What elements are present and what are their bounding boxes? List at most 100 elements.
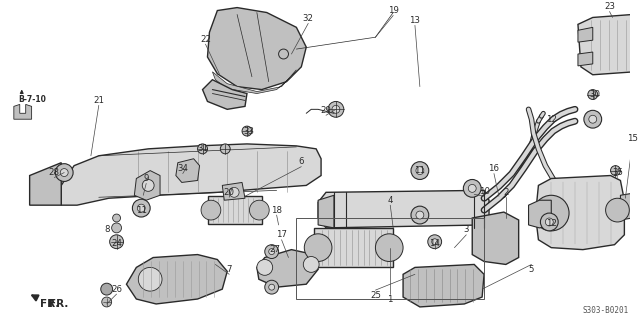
Circle shape bbox=[142, 180, 154, 191]
Circle shape bbox=[540, 213, 558, 231]
Circle shape bbox=[588, 90, 598, 100]
Text: 8: 8 bbox=[104, 225, 110, 234]
Text: 3: 3 bbox=[464, 225, 469, 234]
Text: 22: 22 bbox=[200, 35, 211, 44]
Circle shape bbox=[101, 283, 113, 295]
Circle shape bbox=[201, 200, 221, 220]
Text: 24: 24 bbox=[111, 239, 122, 248]
Circle shape bbox=[611, 166, 620, 176]
Text: 11: 11 bbox=[414, 166, 426, 175]
Polygon shape bbox=[135, 171, 160, 200]
Circle shape bbox=[303, 257, 319, 272]
Text: 25: 25 bbox=[370, 291, 381, 300]
Circle shape bbox=[242, 126, 252, 136]
Circle shape bbox=[113, 214, 121, 222]
Text: 1: 1 bbox=[387, 294, 393, 304]
Circle shape bbox=[304, 234, 332, 261]
Text: S303-B0201: S303-B0201 bbox=[583, 306, 629, 316]
Text: 16: 16 bbox=[489, 164, 500, 173]
Polygon shape bbox=[403, 264, 484, 307]
Polygon shape bbox=[578, 27, 593, 42]
Circle shape bbox=[220, 144, 230, 154]
FancyBboxPatch shape bbox=[208, 196, 262, 224]
Circle shape bbox=[545, 218, 553, 226]
Polygon shape bbox=[176, 159, 200, 182]
Text: 9: 9 bbox=[144, 174, 149, 183]
Text: 7: 7 bbox=[226, 265, 232, 274]
Text: 35: 35 bbox=[612, 168, 623, 177]
Text: 12: 12 bbox=[545, 115, 557, 124]
Circle shape bbox=[265, 245, 279, 259]
Polygon shape bbox=[620, 193, 632, 220]
FancyBboxPatch shape bbox=[314, 228, 393, 268]
Text: 13: 13 bbox=[410, 16, 420, 25]
Text: 31: 31 bbox=[197, 144, 208, 153]
Text: 28: 28 bbox=[49, 168, 60, 177]
Circle shape bbox=[198, 144, 207, 154]
Circle shape bbox=[279, 49, 288, 59]
Text: FR.: FR. bbox=[33, 295, 59, 309]
Text: 32: 32 bbox=[303, 14, 314, 23]
Circle shape bbox=[589, 115, 597, 123]
Circle shape bbox=[137, 204, 145, 212]
Circle shape bbox=[56, 164, 73, 181]
Text: 5: 5 bbox=[529, 265, 534, 274]
Circle shape bbox=[533, 195, 569, 231]
Circle shape bbox=[332, 105, 340, 113]
Circle shape bbox=[112, 223, 121, 233]
Text: 20: 20 bbox=[224, 188, 235, 197]
Circle shape bbox=[269, 249, 274, 255]
Polygon shape bbox=[578, 14, 638, 75]
Circle shape bbox=[584, 110, 602, 128]
Text: 30: 30 bbox=[590, 90, 600, 99]
Text: 2: 2 bbox=[503, 188, 508, 197]
Polygon shape bbox=[535, 176, 625, 250]
Text: 10: 10 bbox=[478, 187, 489, 196]
Text: 11: 11 bbox=[136, 206, 147, 215]
Circle shape bbox=[427, 235, 441, 249]
Polygon shape bbox=[578, 52, 593, 66]
Circle shape bbox=[463, 180, 481, 197]
Polygon shape bbox=[61, 144, 321, 205]
Text: B-7-10: B-7-10 bbox=[18, 95, 46, 104]
Text: 4: 4 bbox=[387, 196, 393, 205]
Circle shape bbox=[60, 169, 68, 177]
Polygon shape bbox=[222, 182, 245, 200]
Circle shape bbox=[257, 260, 272, 275]
Polygon shape bbox=[257, 250, 318, 287]
Text: 17: 17 bbox=[276, 230, 287, 239]
Text: 21: 21 bbox=[93, 96, 104, 105]
Circle shape bbox=[432, 239, 438, 245]
Circle shape bbox=[132, 199, 150, 217]
Text: 33: 33 bbox=[244, 127, 255, 136]
Circle shape bbox=[375, 234, 403, 261]
Circle shape bbox=[265, 280, 279, 294]
Text: 19: 19 bbox=[388, 6, 399, 15]
Polygon shape bbox=[318, 190, 489, 228]
Circle shape bbox=[416, 211, 424, 219]
Text: 26: 26 bbox=[111, 285, 122, 294]
Circle shape bbox=[328, 101, 344, 117]
Polygon shape bbox=[14, 104, 32, 119]
Text: 6: 6 bbox=[299, 157, 304, 166]
Circle shape bbox=[411, 206, 429, 224]
Text: 23: 23 bbox=[604, 2, 615, 11]
Text: 29: 29 bbox=[320, 106, 332, 115]
Text: 34: 34 bbox=[177, 164, 188, 173]
Circle shape bbox=[416, 167, 424, 174]
Circle shape bbox=[411, 162, 429, 180]
Text: 15: 15 bbox=[627, 134, 638, 143]
Polygon shape bbox=[212, 70, 297, 93]
Text: 14: 14 bbox=[429, 239, 440, 248]
Polygon shape bbox=[207, 8, 306, 90]
Polygon shape bbox=[528, 200, 551, 228]
Circle shape bbox=[229, 188, 239, 197]
Polygon shape bbox=[202, 80, 247, 109]
Circle shape bbox=[138, 268, 162, 291]
Circle shape bbox=[269, 284, 274, 290]
Text: 12: 12 bbox=[545, 220, 557, 228]
Circle shape bbox=[249, 200, 269, 220]
Text: FR.: FR. bbox=[49, 299, 69, 309]
Circle shape bbox=[101, 297, 112, 307]
Text: 27: 27 bbox=[269, 245, 280, 254]
